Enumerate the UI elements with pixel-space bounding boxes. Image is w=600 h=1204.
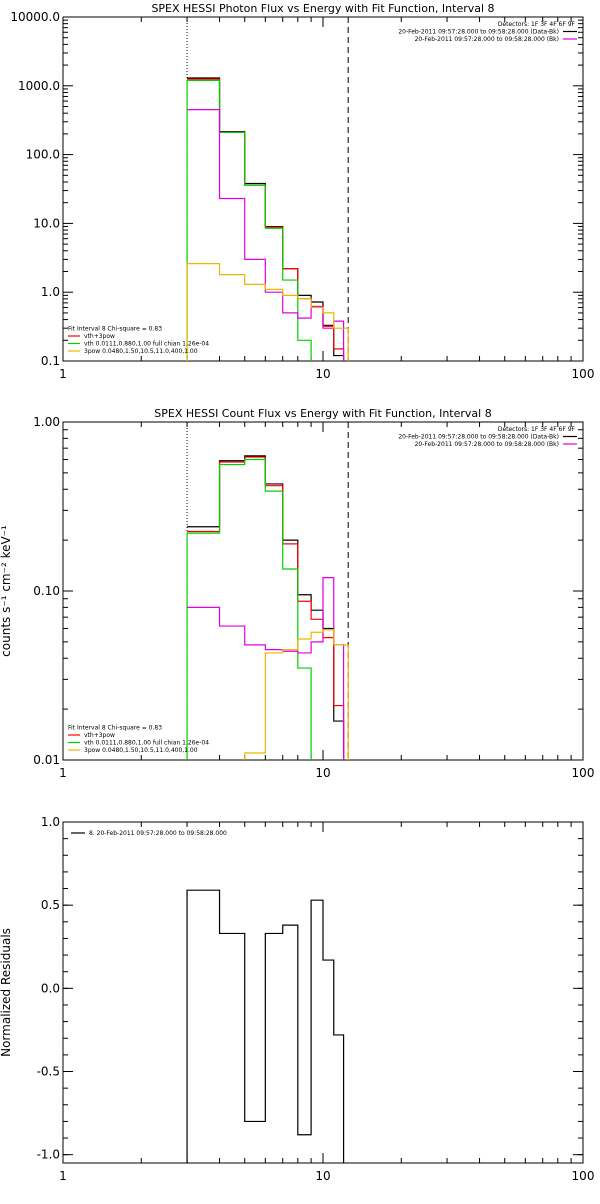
chart1-y-tick-label: 10000.0 xyxy=(10,10,60,24)
chart3-x-tick-label: 10 xyxy=(315,1169,330,1183)
chart1-legend-bottom-entry: Fit Interval 8 Chi-square = 0.83 xyxy=(68,326,162,333)
chart3-y-tick-label: -1.0 xyxy=(37,1148,60,1162)
chart3-y-tick-label: 0.5 xyxy=(41,898,60,912)
chart1-legend-top-entry: 20-Feb-2011 09:57:28.000 to 09:58:28.000… xyxy=(398,29,559,36)
chart3-y-axis-label: Normalized Residuals xyxy=(0,928,13,1057)
chart1-series-magenta xyxy=(187,109,345,361)
chart1-series-yellow xyxy=(186,263,349,361)
chart1-legend-bottom-entry: vth+3pow xyxy=(84,333,115,340)
chart1-legend-top-entry: Detectors: 1F 3F 4F 6F 9F xyxy=(498,21,576,28)
chart3-legend-top-entry: 8. 20-Feb-2011 09:57:28.000 to 09:58:28.… xyxy=(89,830,227,837)
chart1-x-tick-label: 100 xyxy=(572,367,595,381)
chart1-y-tick-label: 10.0 xyxy=(33,216,60,230)
chart3-frame xyxy=(62,821,584,1164)
chart3-x-tick-label: 100 xyxy=(572,1169,595,1183)
chart2-legend-bottom-entry: vth+3pow xyxy=(84,732,115,739)
chart2-series-yellow xyxy=(244,629,349,760)
chart3-y-tick-label: -0.5 xyxy=(37,1065,60,1079)
chart1-x-tick-label: 1 xyxy=(59,367,67,381)
chart2-legend-bottom-entry: 3pow 0.0480,1.50,10.5,11.0,400,1.00 xyxy=(84,747,198,754)
chart2-y-tick-label: 1.00 xyxy=(33,415,60,429)
chart1-y-tick-label: 100.0 xyxy=(26,148,60,162)
chart1-series-green xyxy=(186,79,312,361)
chart3-y-tick-label: 1.0 xyxy=(41,815,60,829)
chart1-title: SPEX HESSI Photon Flux vs Energy with Fi… xyxy=(151,2,494,15)
chart1-panel: SPEX HESSI Photon Flux vs Energy with Fi… xyxy=(10,2,594,381)
chart2-series-magenta xyxy=(187,577,345,760)
chart1-y-tick-label: 1.0 xyxy=(41,285,60,299)
chart1-legend-top-entry: 20-Feb-2011 09:57:28.000 to 09:58:28.000… xyxy=(415,36,559,43)
chart2-x-tick-label: 10 xyxy=(315,766,330,780)
chart3-series-black xyxy=(186,889,345,1163)
chart2-panel: SPEX HESSI Count Flux vs Energy with Fit… xyxy=(0,407,594,780)
chart2-y-axis-label: counts s⁻¹ cm⁻² keV⁻¹ xyxy=(0,525,13,657)
chart2-legend-top-entry: Detectors: 1F 3F 4F 6F 9F xyxy=(498,426,576,433)
chart1-legend-bottom-entry: vth 0.0111,0.880,1.00 full chian 1.26e-0… xyxy=(84,341,209,348)
chart2-x-tick-label: 100 xyxy=(572,766,595,780)
chart1-x-tick-label: 10 xyxy=(315,367,330,381)
chart2-x-tick-label: 1 xyxy=(59,766,67,780)
chart2-title: SPEX HESSI Count Flux vs Energy with Fit… xyxy=(154,407,491,420)
chart2-series-green xyxy=(186,458,312,760)
chart2-legend-bottom-entry: Fit Interval 8 Chi-square = 0.83 xyxy=(68,725,162,732)
chart2-y-tick-label: 0.10 xyxy=(33,584,60,598)
chart3-panel: Normalized Residuals 1 10 100 -1.0 -0.5 0.0 0.5… xyxy=(0,815,594,1183)
chart2-legend-top-entry: 20-Feb-2011 09:57:28.000 to 09:58:28.000… xyxy=(398,434,559,441)
chart1-legend-bottom-entry: 3pow 0.0480,1.50,10.5,11.0,400,1.00 xyxy=(84,348,198,355)
chart3-y-tick-label: 0.0 xyxy=(41,981,60,995)
chart3-x-tick-label: 1 xyxy=(59,1169,67,1183)
chart2-legend-top-entry: 20-Feb-2011 09:57:28.000 to 09:58:28.000… xyxy=(415,441,559,448)
chart2-legend-bottom-entry: vth 0.0111,0.880,1.00 full chian 1.26e-0… xyxy=(84,740,209,747)
chart2-y-tick-label: 0.01 xyxy=(33,753,60,767)
chart1-y-tick-label: 1000.0 xyxy=(18,79,60,93)
chart1-y-tick-label: 0.1 xyxy=(41,354,60,368)
